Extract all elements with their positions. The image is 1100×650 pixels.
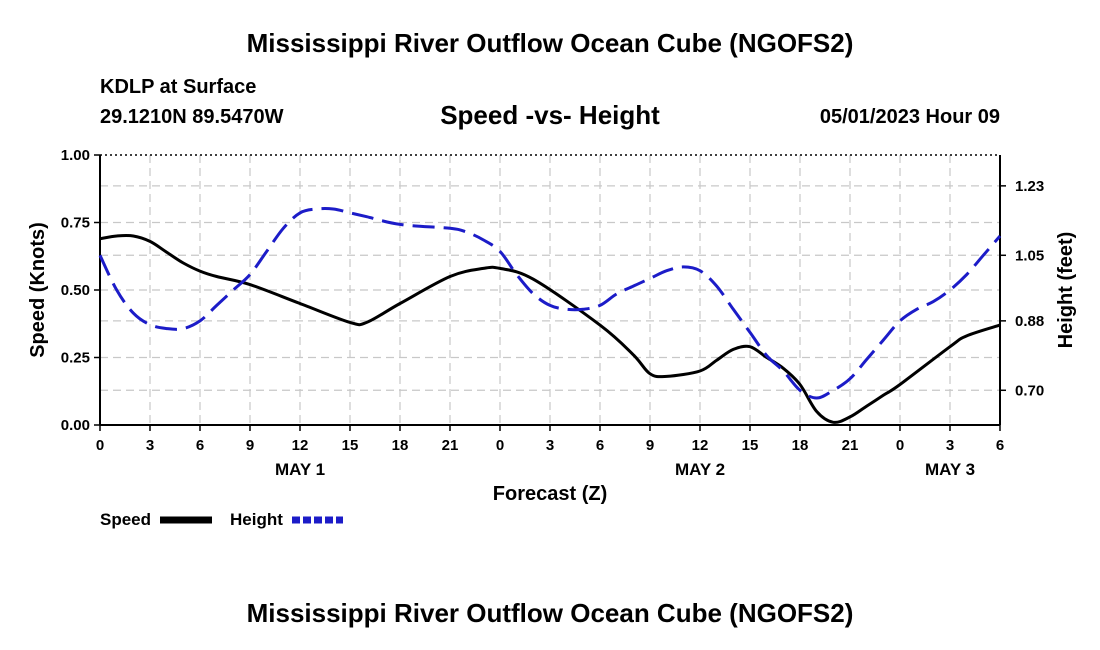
y2-tick-label: 0.70 xyxy=(1015,382,1044,399)
y-axis-title: Speed (Knots) xyxy=(27,222,49,358)
x-tick-label: 15 xyxy=(342,437,359,454)
x-tick-label: 18 xyxy=(792,437,809,454)
date-label: MAY 3 xyxy=(925,460,975,479)
y-tick-label: 0.25 xyxy=(61,350,90,367)
x-tick-label: 12 xyxy=(692,437,709,454)
tick-labels: 0 3 6 9 12 15 18 21 0 3 6 9 12 15 18 21 0 3 6 MAY 1 MAY 2 MAY… xyxy=(61,147,1044,479)
date-label: MAY 2 xyxy=(675,460,725,479)
x-tick-label: 0 xyxy=(96,437,104,454)
forecast-datetime: 05/01/2023 Hour 09 xyxy=(819,106,1000,128)
x-tick-label: 0 xyxy=(496,437,504,454)
x-tick-label: 21 xyxy=(442,437,459,454)
chart-title: Mississippi River Outflow Ocean Cube (NG… xyxy=(246,28,854,58)
station-coordinates: 29.1210N 89.5470W xyxy=(100,106,284,128)
y2-tick-label: 1.23 xyxy=(1015,178,1044,195)
station-label: KDLP at Surface xyxy=(100,76,257,98)
grid xyxy=(100,155,1000,425)
legend-speed-label: Speed xyxy=(100,510,151,529)
x-tick-label: 12 xyxy=(292,437,309,454)
x-tick-label: 3 xyxy=(546,437,554,454)
y-tick-label: 1.00 xyxy=(61,147,90,164)
y2-axis-title: Height (feet) xyxy=(1055,232,1077,349)
date-label: MAY 1 xyxy=(275,460,325,479)
y-tick-label: 0.50 xyxy=(61,282,90,299)
x-tick-label: 9 xyxy=(246,437,254,454)
x-tick-label: 21 xyxy=(842,437,859,454)
x-tick-label: 9 xyxy=(646,437,654,454)
x-tick-label: 6 xyxy=(196,437,204,454)
chart-subtitle: Speed -vs- Height xyxy=(440,100,660,130)
x-tick-label: 15 xyxy=(742,437,759,454)
x-tick-label: 3 xyxy=(946,437,954,454)
y-tick-label: 0.75 xyxy=(61,215,90,232)
x-tick-label: 0 xyxy=(896,437,904,454)
legend: Speed Height xyxy=(100,510,343,529)
y2-tick-label: 0.88 xyxy=(1015,313,1044,330)
height-series-line xyxy=(98,207,1002,400)
x-tick-label: 6 xyxy=(596,437,604,454)
x-axis-title: Forecast (Z) xyxy=(493,483,607,505)
y2-tick-label: 1.05 xyxy=(1015,247,1044,264)
legend-height-label: Height xyxy=(230,510,283,529)
y-tick-label: 0.00 xyxy=(61,417,90,434)
x-tick-label: 3 xyxy=(146,437,154,454)
series xyxy=(98,207,1002,424)
x-tick-label: 6 xyxy=(996,437,1004,454)
bottom-title: Mississippi River Outflow Ocean Cube (NG… xyxy=(246,598,854,628)
speed-series-line xyxy=(99,233,1001,424)
x-tick-label: 18 xyxy=(392,437,409,454)
